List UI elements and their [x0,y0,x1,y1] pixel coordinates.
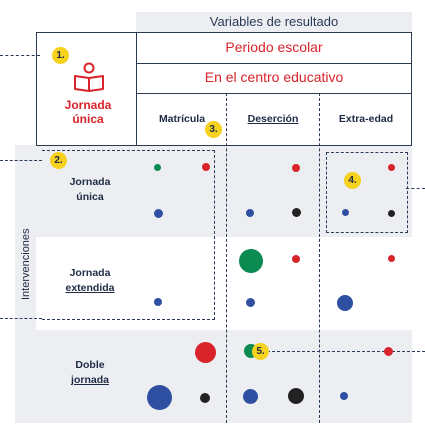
column-label-desercion: Deserción [247,113,299,125]
row-band-jornada-unica [36,145,412,237]
column-divider-1 [226,93,227,423]
dot-blue [337,295,353,311]
dot-blue [154,209,163,218]
dot-blue [147,385,172,410]
dot-blue [342,209,349,216]
center-divider-line [136,93,412,94]
dot-blue [246,209,254,217]
dot-red [388,255,395,262]
callout-line-1 [0,55,40,56]
callout-line-2-top-left [0,160,42,161]
dot-red [195,342,216,363]
table-right-line [411,32,412,145]
dot-red [388,164,395,171]
period-label: Periodo escolar [225,39,323,55]
table-top-line [36,32,412,33]
header-bottom-line [36,145,412,146]
badge-2: 2. [50,152,67,169]
callout-line-5 [262,351,425,352]
row-label-jornada-extendida-line1: Jornada [69,267,111,279]
dot-red [384,347,393,356]
period-divider-line [136,63,412,64]
dot-red [292,164,300,172]
dot-green [239,249,263,273]
callout-box-2 [42,150,215,320]
header-col-divider [136,32,137,145]
side-label-intervenciones: Intervenciones [20,228,32,300]
callout-line-4 [406,188,425,189]
badge-4: 4. [344,172,361,189]
dot-black [388,210,395,217]
intervention-title-line2: única [72,112,104,126]
row-label-doble-jornada-line2: jornada [71,374,109,386]
badge-1: 1. [52,47,69,64]
callout-line-2-bottom-left [0,318,42,319]
center-label: En el centro educativo [204,69,344,85]
dot-blue [340,392,348,400]
badge-3: 3. [205,121,222,138]
badge-5: 5. [252,343,269,360]
intervention-title: Jornada única [40,98,136,126]
row-label-doble-jornada-line1: Doble [75,359,105,371]
table-left-line [36,32,37,145]
dot-black [288,388,304,404]
side-band [15,145,36,423]
row-label-jornada-extendida: Jornada extendida [50,266,130,296]
row-band-doble-jornada [36,330,412,423]
row-label-jornada-extendida-line2: extendida [65,282,115,294]
dot-black [292,208,301,217]
dot-black [200,393,210,403]
row-label-jornada-unica-line1: Jornada [69,176,111,188]
dot-blue [243,389,258,404]
row-label-jornada-unica: Jornada única [50,175,130,205]
column-label-matricula: Matrícula [158,113,206,125]
dot-blue [154,298,162,306]
reading-person-icon [74,62,104,92]
row-label-jornada-unica-line2: única [76,191,104,203]
callout-box-4 [326,152,408,233]
row-label-doble-jornada: Doble jornada [50,358,130,388]
column-divider-2 [319,93,320,423]
dot-green [154,164,161,171]
dot-blue [246,298,255,307]
column-label-extra-edad: Extra-edad [338,113,394,125]
dot-red [292,255,300,263]
variables-header-band [136,12,412,32]
variables-header-label: Variables de resultado [209,14,339,29]
intervention-title-line1: Jornada [64,98,112,112]
dot-red [202,163,210,171]
